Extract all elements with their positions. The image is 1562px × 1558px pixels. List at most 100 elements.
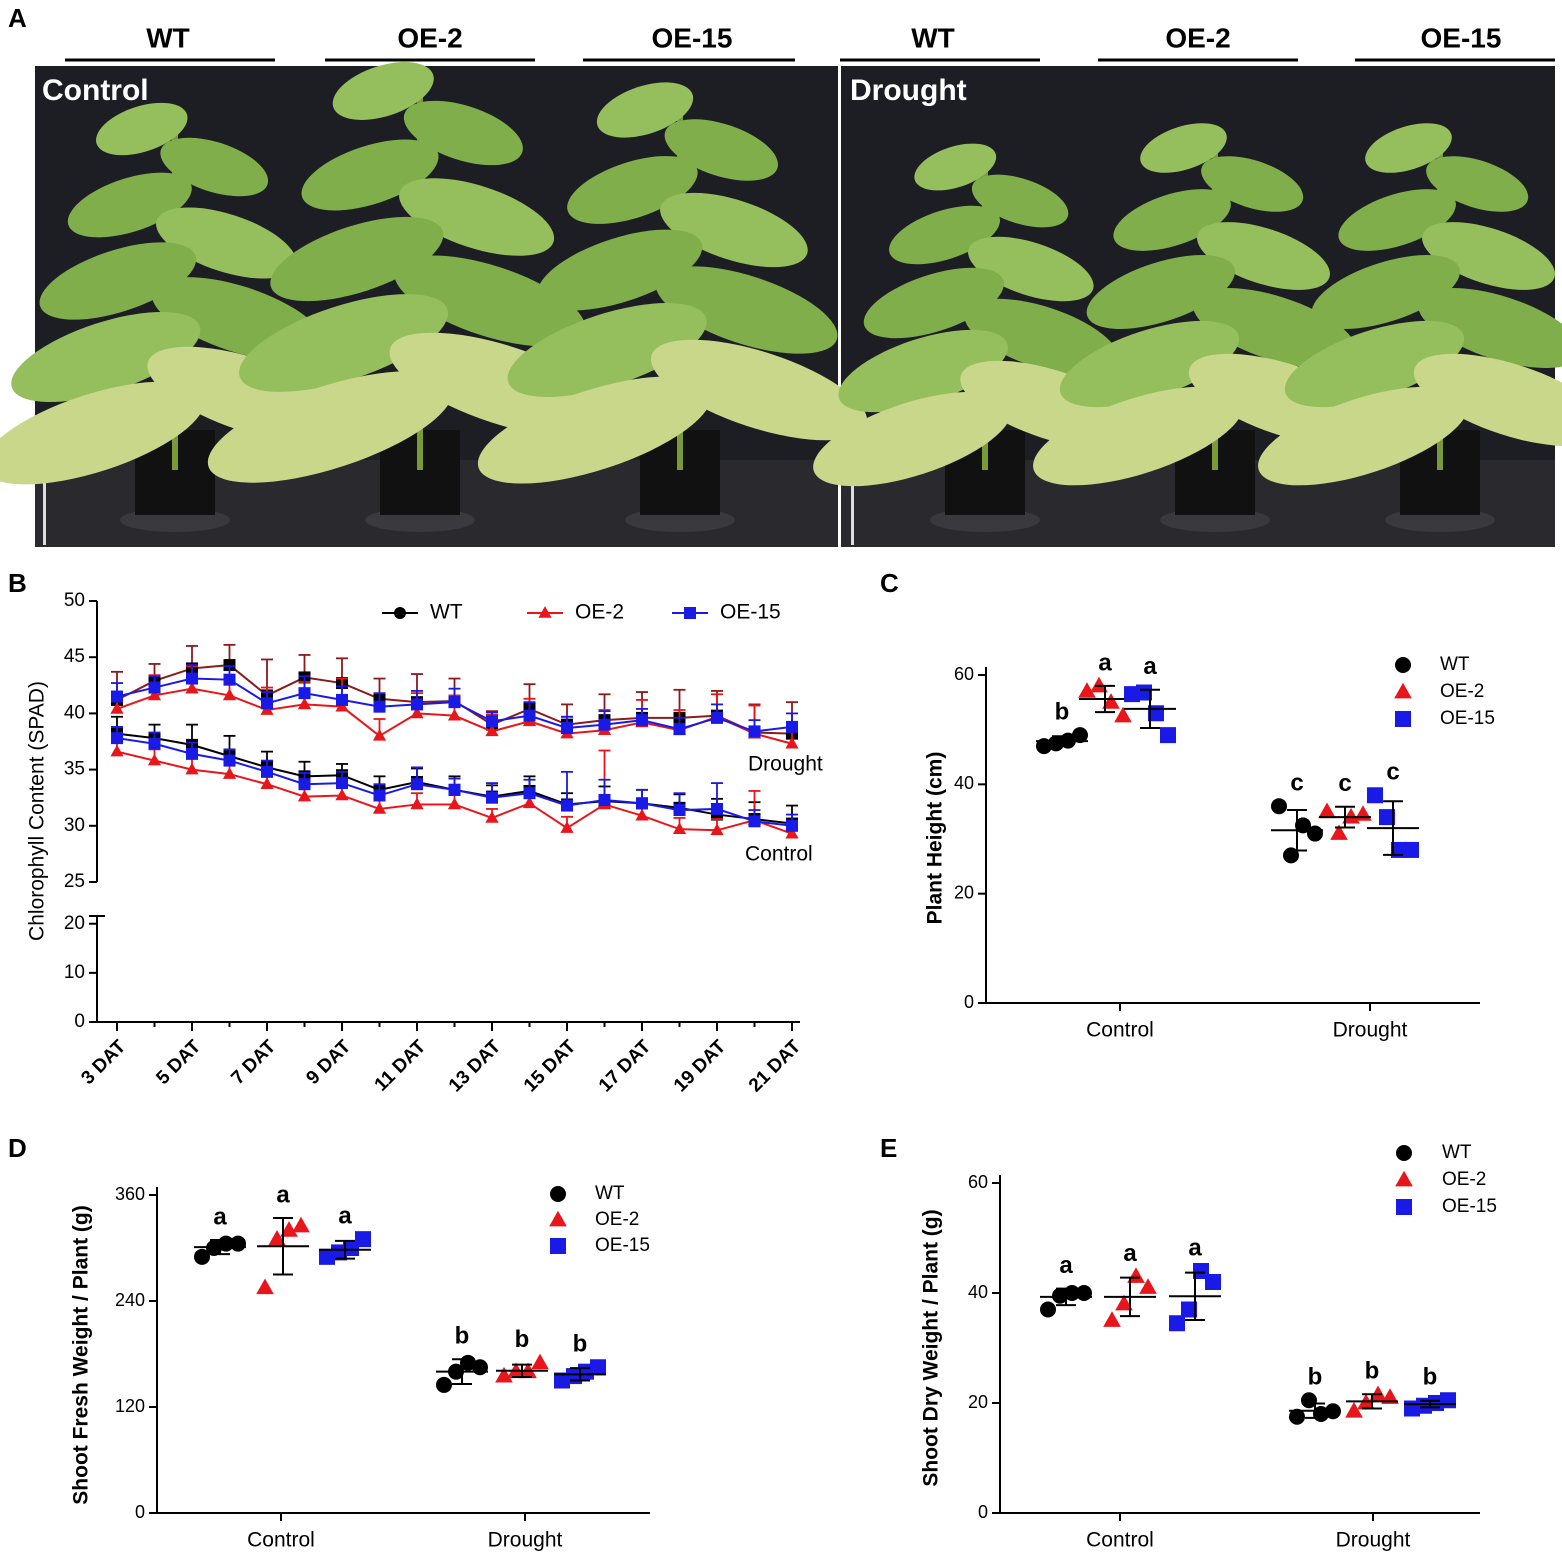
data-point [1076,1285,1092,1301]
x-tick-label: 17 DAT [595,1036,655,1096]
leaf [655,266,838,354]
data-point [598,793,611,806]
data-point [147,688,162,701]
leaf [838,329,1008,413]
y-axis-label: Chlorophyll Content (SPAD) [26,681,49,941]
data-point [298,687,311,700]
data-point [297,697,312,710]
data-point [1403,841,1419,858]
leaf [1258,386,1469,486]
data-point [447,708,462,721]
legend-label: OE-15 [595,1235,650,1256]
data-point [636,714,648,727]
y-tick-label: 360 [115,1184,145,1204]
data-point [635,808,649,821]
data-point [194,1248,210,1265]
data-point [260,777,274,790]
leaf [596,82,694,138]
leaf [1059,320,1240,408]
data-point [1381,1388,1399,1404]
leaf [914,143,997,191]
data-point [1078,682,1096,698]
data-point [495,1366,513,1383]
genotype-label: OE-15 [1421,22,1502,53]
data-point [280,1221,298,1237]
panel-label: B [8,568,27,598]
significance-letter: b [1423,1364,1438,1391]
panel-label: E [880,1133,897,1163]
x-tick-label: 13 DAT [445,1036,505,1096]
y-tick-label: 30 [64,815,85,836]
panel-label: D [8,1133,27,1163]
significance-letter: c [1338,770,1351,797]
data-point [1114,706,1132,723]
significance-letter: b [1308,1364,1323,1391]
leaf [1413,353,1562,447]
data-point [222,688,237,701]
data-point [598,718,611,731]
leaf [1140,123,1227,173]
data-point [411,778,423,791]
data-point [636,797,648,810]
leaf [301,139,439,211]
data-point [1048,735,1064,752]
data-point [710,823,724,836]
data-point [748,815,761,828]
leaf [1033,386,1244,486]
legend-marker [549,1210,567,1227]
legend-label: OE-2 [1442,1169,1486,1190]
data-point [1139,1278,1157,1294]
y-tick-label: 60 [954,664,974,684]
legend-label: OE-2 [575,601,624,624]
data-point [223,673,236,686]
data-point [523,787,536,800]
data-point [298,778,311,791]
x-tick-label: Control [247,1529,315,1552]
annotation: Drought [748,753,823,776]
data-point [1307,825,1323,842]
legend-marker [1395,711,1411,727]
leaf [11,311,201,403]
data-point [485,811,499,823]
data-point [110,702,124,714]
leaf [968,236,1094,302]
leaf [650,339,868,441]
y-tick-label: 0 [978,1502,988,1522]
data-point [148,681,161,694]
data-point [185,762,199,775]
y-tick-label: 60 [968,1172,988,1192]
condition-label: Control [42,74,149,107]
legend-label: OE-15 [1442,1196,1497,1217]
data-point [1102,693,1120,709]
significance-letter: a [1123,1240,1137,1267]
data-point [1205,1274,1221,1290]
data-point [673,804,686,817]
y-tick-label: 45 [64,646,85,667]
genotype-label: WT [911,22,955,53]
leaf [332,62,434,120]
data-point [223,754,236,767]
data-point [1127,1267,1145,1283]
data-point [1318,802,1336,819]
leaf [567,156,698,224]
data-point [373,789,386,802]
data-point [486,715,498,728]
legend-label: OE-15 [1440,708,1495,729]
x-tick-label: 15 DAT [520,1036,580,1096]
data-point [297,789,312,802]
data-point [148,737,161,750]
y-tick-label: 240 [115,1290,145,1310]
data-point [673,723,686,736]
x-tick-label: Drought [488,1529,563,1552]
leaf [39,242,197,320]
data-point [1345,1402,1363,1418]
significance-letter: a [1188,1234,1202,1261]
y-tick-label: 0 [964,992,974,1012]
data-point [292,1216,310,1233]
leaf [1338,189,1456,251]
data-point [355,1231,371,1248]
y-tick-label: 20 [64,913,85,934]
legend-label: OE-15 [720,601,781,624]
data-point [672,822,687,834]
